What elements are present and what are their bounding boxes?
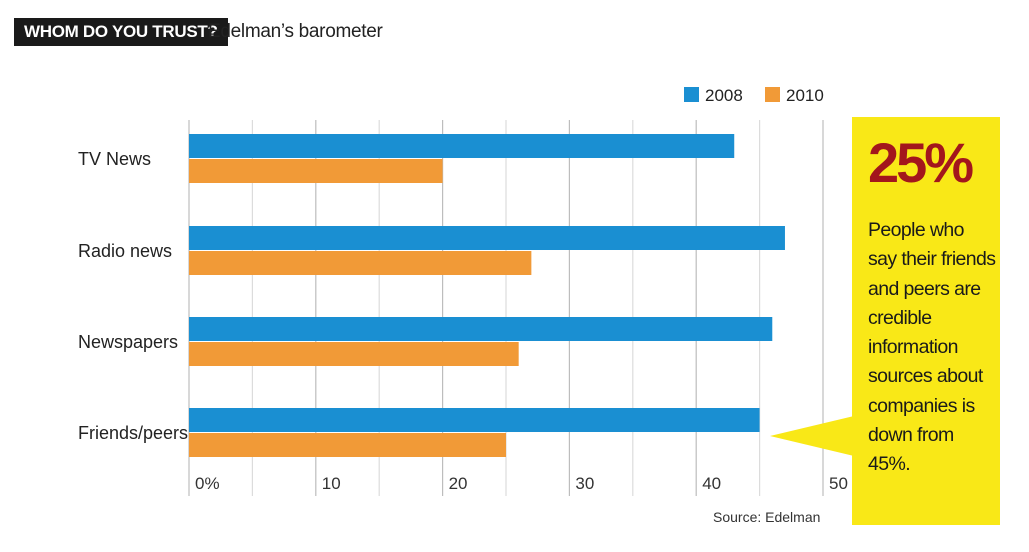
- category-label: Newspapers: [78, 332, 178, 352]
- x-tick-label: 0%: [195, 474, 220, 493]
- bar-2008-tv-news: [189, 134, 735, 158]
- category-label: TV News: [78, 149, 151, 169]
- legend-label-2010: 2010: [786, 86, 824, 105]
- bar-2010-newspapers: [189, 342, 519, 366]
- bar-2010-tv-news: [189, 159, 443, 183]
- x-tick-label: 20: [449, 474, 468, 493]
- callout-pointer: [770, 416, 854, 456]
- chart-subtitle: Edelman’s barometer: [208, 21, 383, 42]
- x-tick-label: 50: [829, 474, 848, 493]
- x-tick-label: 10: [322, 474, 341, 493]
- callout-box: [852, 117, 1000, 525]
- legend-swatch-2008: [684, 87, 699, 102]
- chart-tag: WHOM DO YOU TRUST?: [14, 18, 228, 46]
- x-tick-label: 40: [702, 474, 721, 493]
- source-note: Source: Edelman: [713, 509, 821, 525]
- callout-big-number: 25%: [868, 131, 974, 194]
- bar-2010-radio-news: [189, 251, 532, 275]
- x-tick-label: 30: [575, 474, 594, 493]
- bar-2008-newspapers: [189, 317, 773, 341]
- bar-2010-friends-peers: [189, 433, 506, 457]
- bar-2008-friends-peers: [189, 408, 760, 432]
- bar-2008-radio-news: [189, 226, 785, 250]
- category-label: Friends/peers: [78, 423, 188, 443]
- legend-label-2008: 2008: [705, 86, 743, 105]
- category-label: Radio news: [78, 241, 172, 261]
- legend-swatch-2010: [765, 87, 780, 102]
- callout-text: People who say their friends and peers a…: [868, 219, 996, 476]
